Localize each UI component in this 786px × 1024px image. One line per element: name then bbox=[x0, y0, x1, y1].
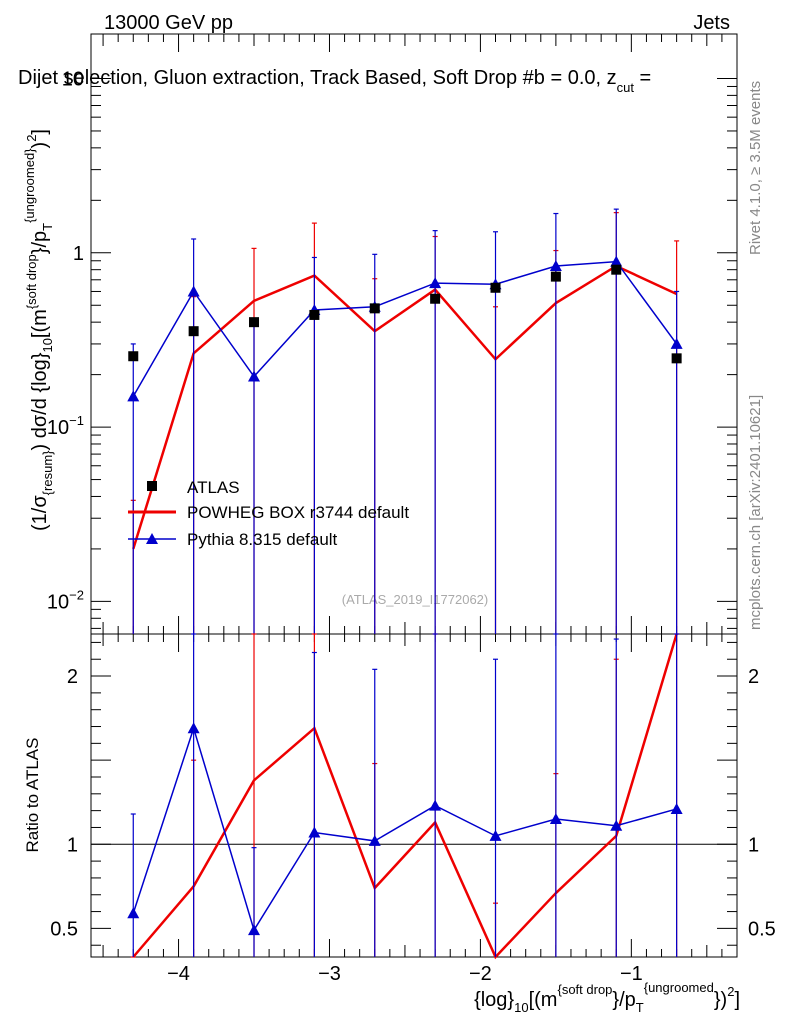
main-point-atlas bbox=[188, 326, 199, 337]
ratio-point-pythia bbox=[670, 802, 683, 814]
ratio-point-pythia bbox=[549, 813, 562, 825]
rivet-label: Rivet 4.1.0, ≥ 3.5M events bbox=[747, 81, 764, 255]
ratio-y-tick-label: 1 bbox=[67, 834, 78, 856]
main-point-pythia bbox=[429, 277, 442, 289]
analysis-watermark: (ATLAS_2019_I1772062) bbox=[342, 592, 488, 607]
main-point-pythia bbox=[127, 390, 140, 402]
y-axis-label-ratio: Ratio to ATLAS bbox=[23, 738, 42, 853]
ratio-y-tick-label-right: 1 bbox=[748, 834, 759, 856]
ratio-point-pythia bbox=[610, 819, 623, 831]
main-point-atlas bbox=[128, 351, 139, 362]
legend-atlas-label: ATLAS bbox=[187, 478, 240, 497]
ratio-point-pythia bbox=[429, 799, 442, 811]
mcplots-label: mcplots.cern.ch [arXiv:2401.10621] bbox=[747, 395, 764, 630]
y-tick-exponent: −2 bbox=[69, 587, 84, 602]
ratio-panel: −4 −3 −2 −1 0.5 0.5 1 1 2 2 bbox=[50, 633, 776, 985]
main-point-pythia bbox=[670, 337, 683, 349]
main-point-atlas bbox=[490, 282, 501, 293]
main-point-atlas bbox=[369, 303, 380, 314]
legend: ATLAS POWHEG BOX r3744 default Pythia 8.… bbox=[128, 478, 409, 549]
y-tick-label: 10 bbox=[62, 68, 84, 90]
y-tick-label: 1 bbox=[73, 243, 84, 265]
ratio-frame bbox=[90, 633, 738, 958]
main-point-atlas bbox=[671, 353, 682, 364]
plot-title-main: Dijet selection, Gluon extraction, Track… bbox=[18, 67, 617, 89]
y-axis-label-main: (1/σ{resum}) dσ/d {log}10[(m{soft drop}/… bbox=[22, 129, 55, 531]
main-point-atlas bbox=[309, 309, 320, 320]
y-tick-label: 10−1 bbox=[47, 413, 84, 439]
legend-pythia-marker bbox=[146, 533, 158, 544]
main-point-atlas bbox=[430, 293, 441, 304]
plot-title-sub: cut bbox=[617, 80, 635, 95]
chart-marks bbox=[127, 208, 683, 960]
ratio-point-pythia bbox=[187, 722, 200, 734]
ratio-point-pythia bbox=[308, 826, 321, 838]
plot-title-tail: = bbox=[634, 67, 651, 89]
main-point-pythia bbox=[187, 285, 200, 297]
x-tick-label: −2 bbox=[469, 963, 492, 985]
main-point-atlas bbox=[611, 264, 622, 275]
ratio-line-pythia bbox=[132, 725, 677, 932]
ratio-y-tick-label: 0.5 bbox=[50, 918, 78, 940]
ratio-point-pythia bbox=[248, 924, 261, 936]
main-point-pythia bbox=[248, 370, 261, 382]
ratio-y-tick-label: 2 bbox=[67, 666, 78, 688]
main-line-powheg bbox=[132, 264, 678, 550]
ratio-y-tick-label-right: 0.5 bbox=[748, 918, 776, 940]
y-tick-label: 10−2 bbox=[47, 587, 84, 613]
plot-title: Dijet selection, Gluon extraction, Track… bbox=[18, 67, 651, 95]
main-point-pythia bbox=[610, 255, 623, 267]
ratio-line-powheg bbox=[132, 633, 678, 960]
y-tick-exponent: −1 bbox=[69, 413, 84, 428]
legend-pythia-label: Pythia 8.315 default bbox=[187, 530, 338, 549]
x-axis-label: {log}10[(m{soft drop}/pT{ungroomed})2] bbox=[474, 980, 740, 1015]
ratio-point-pythia bbox=[368, 834, 381, 846]
energy-label: 13000 GeV pp bbox=[104, 12, 233, 34]
main-point-atlas bbox=[550, 271, 561, 282]
legend-atlas-marker bbox=[147, 481, 157, 491]
ratio-point-pythia bbox=[489, 829, 502, 841]
main-point-pythia bbox=[549, 259, 562, 271]
ratio-point-pythia bbox=[127, 907, 140, 919]
legend-powheg-label: POWHEG BOX r3744 default bbox=[187, 503, 409, 522]
main-line-pythia bbox=[132, 260, 678, 397]
process-label: Jets bbox=[693, 12, 730, 34]
x-tick-label: −3 bbox=[318, 963, 341, 985]
x-tick-label: −1 bbox=[620, 963, 643, 985]
ratio-y-tick-label-right: 2 bbox=[748, 666, 759, 688]
main-point-atlas bbox=[249, 317, 260, 328]
x-tick-label: −4 bbox=[167, 963, 190, 985]
